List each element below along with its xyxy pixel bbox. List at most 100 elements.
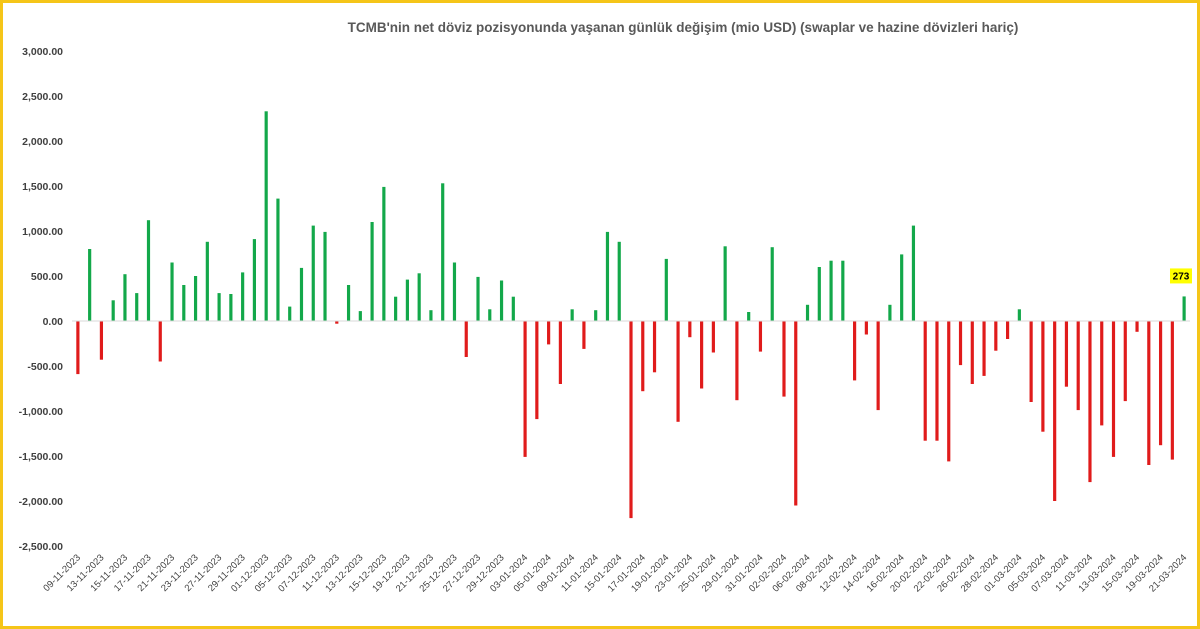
bar: [1170, 321, 1174, 460]
bar: [488, 309, 492, 321]
bar: [711, 321, 715, 353]
bar: [841, 260, 845, 321]
bar: [535, 321, 539, 420]
y-axis: 3,000.00 2,500.00 2,000.00 1,500.00 1,000.00…: [19, 46, 64, 553]
bar: [264, 111, 268, 321]
bar: [876, 321, 880, 411]
bar: [511, 296, 515, 321]
bar: [1041, 321, 1045, 432]
bar: [817, 267, 821, 321]
bar: [111, 300, 115, 321]
bar: [958, 321, 963, 366]
bar: [582, 321, 586, 349]
bar: [1147, 321, 1151, 465]
bar: [370, 222, 374, 321]
bar: [770, 247, 774, 321]
y-tick-label: 2,000.00: [22, 136, 63, 148]
bar: [1029, 321, 1033, 402]
bar: [476, 276, 480, 321]
bar: [782, 321, 786, 397]
bar: [382, 186, 386, 321]
bar: [299, 267, 304, 321]
bar: [853, 321, 857, 381]
y-tick-label: -2,000.00: [19, 496, 64, 508]
bar: [335, 321, 339, 324]
bar: [205, 241, 209, 321]
bar: [900, 254, 904, 321]
bar: [99, 321, 104, 360]
bar: [735, 321, 739, 401]
y-tick-label: 3,000.00: [22, 46, 63, 58]
bar: [170, 262, 174, 321]
bar: [994, 321, 998, 351]
y-tick-label: -1,000.00: [19, 406, 64, 418]
y-tick-label: 2,500.00: [22, 91, 63, 103]
bar: [758, 321, 763, 352]
bar: [452, 262, 457, 321]
bar: [229, 294, 233, 321]
bar: [1017, 309, 1021, 321]
bar: [1123, 321, 1127, 402]
bar: [935, 321, 939, 441]
bar: [641, 321, 645, 392]
bar: [1076, 321, 1080, 411]
bar: [417, 273, 421, 321]
bar: [547, 321, 551, 345]
bar: [570, 309, 574, 321]
bar: [441, 183, 445, 321]
bar: [829, 260, 833, 321]
bar: [146, 220, 151, 321]
bar: [358, 311, 362, 321]
bar: [594, 310, 598, 321]
bar: [193, 276, 198, 321]
bar: [76, 321, 80, 375]
y-tick-label: 500.00: [31, 271, 63, 283]
data-label: 273: [1173, 271, 1190, 282]
bar: [1064, 321, 1069, 387]
bar: [1158, 321, 1163, 446]
bar: [276, 198, 280, 321]
bar: [982, 321, 986, 376]
annotations: 273: [1170, 268, 1192, 284]
y-tick-label: -500.00: [27, 361, 63, 373]
y-tick-label: 0.00: [43, 316, 64, 328]
bar: [700, 321, 704, 389]
bar: [346, 285, 351, 321]
bar: [888, 304, 892, 321]
bar: [794, 321, 798, 506]
x-axis: 09-11-202313-11-202315-11-202317-11-2023…: [41, 552, 1189, 594]
data-label-annotation: 273: [1170, 268, 1192, 284]
bars: [76, 111, 1186, 519]
bar: [652, 321, 657, 373]
bar: [323, 231, 327, 321]
bar: [947, 321, 951, 462]
y-tick-label: -2,500.00: [19, 541, 64, 553]
bar: [558, 321, 562, 384]
bar: [1135, 321, 1139, 332]
bar: [723, 246, 727, 321]
bar: [970, 321, 974, 384]
bar: [88, 249, 92, 321]
bar: [405, 279, 409, 321]
bar: [123, 274, 127, 321]
bar: [182, 285, 186, 321]
bar: [288, 306, 292, 321]
bar: [135, 293, 139, 321]
bar: [1111, 321, 1116, 457]
y-tick-label: 1,000.00: [22, 226, 63, 238]
bar: [158, 321, 162, 362]
data-label-background: [1170, 268, 1192, 284]
bar: [241, 272, 245, 321]
bar: [805, 304, 810, 321]
bar: [864, 321, 868, 335]
bar: [676, 321, 680, 422]
bar: [664, 258, 668, 321]
bar: [464, 321, 468, 357]
bar: [1006, 321, 1010, 339]
bar: [688, 321, 692, 338]
bar: [1053, 321, 1057, 501]
bar: [1088, 321, 1092, 483]
bar: [1182, 296, 1186, 321]
